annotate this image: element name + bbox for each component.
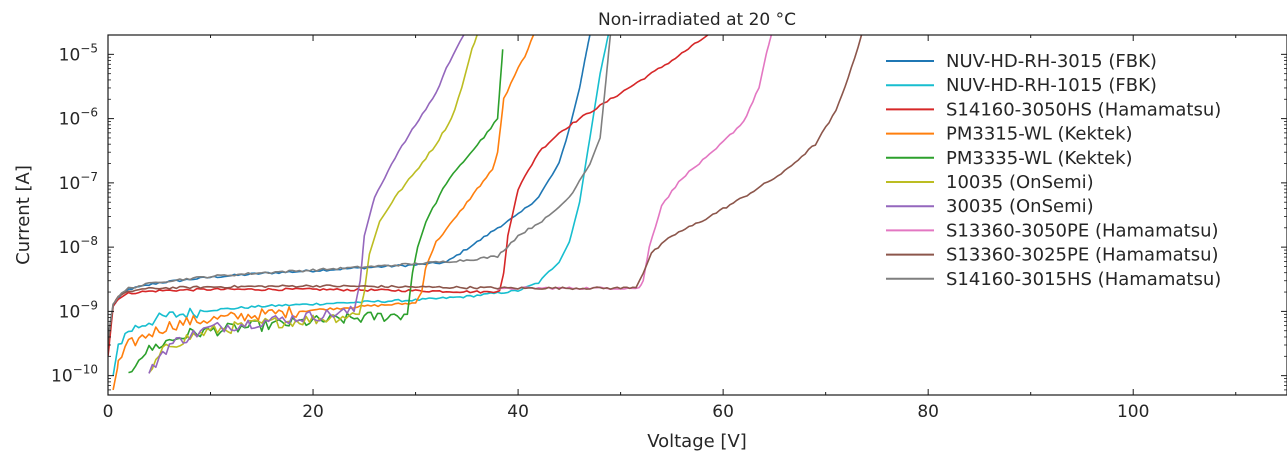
x-tick-label: 80 (917, 402, 939, 422)
y-tick-label: 10−5 (59, 41, 98, 65)
series-layer (108, 35, 863, 391)
legend-label: NUV-HD-RH-1015 (FBK) (946, 75, 1157, 96)
y-tick-label: 10−8 (59, 234, 98, 258)
series-line-6 (148, 35, 465, 374)
y-tick-label: 10−10 (51, 363, 98, 387)
series-line-4 (128, 49, 504, 374)
series-line-8 (108, 35, 863, 346)
plot-frame (107, 34, 1287, 396)
y-axis: 10−10 10−9 10−8 10−7 10−6 10−5 (51, 41, 1287, 391)
legend-label: 10035 (OnSemi) (946, 172, 1094, 193)
series-line-9 (108, 35, 612, 338)
x-tick-label: 0 (103, 402, 114, 422)
legend: NUV-HD-RH-3015 (FBK) NUV-HD-RH-1015 (FBK)… (886, 51, 1221, 290)
legend-label: S13360-3050PE (Hamamatsu) (946, 220, 1219, 241)
y-axis-label: Current [A] (13, 165, 34, 265)
legend-label: S14160-3050HS (Hamamatsu) (946, 99, 1221, 120)
legend-label: S14160-3015HS (Hamamatsu) (946, 269, 1221, 290)
y-tick-label: 10−7 (59, 170, 98, 194)
x-tick-label: 100 (1117, 402, 1149, 422)
legend-label: 30035 (OnSemi) (946, 196, 1094, 217)
series-line-1 (112, 35, 610, 376)
x-axis-label: Voltage [V] (647, 431, 747, 452)
y-tick-label: 10−9 (59, 298, 98, 322)
x-tick-label: 60 (712, 402, 734, 422)
x-tick-label: 40 (507, 402, 529, 422)
legend-label: S13360-3025PE (Hamamatsu) (946, 245, 1219, 266)
legend-label: PM3315-WL (Kektek) (946, 124, 1133, 145)
series-line-3 (112, 35, 535, 391)
x-axis: 0 20 40 60 80 100 (103, 35, 1237, 422)
y-tick-label: 10−6 (59, 106, 98, 130)
series-line-5 (148, 35, 478, 374)
legend-label: PM3335-WL (Kektek) (946, 148, 1133, 169)
legend-label: NUV-HD-RH-3015 (FBK) (946, 51, 1157, 72)
chart-title: Non-irradiated at 20 °C (598, 10, 796, 30)
x-tick-label: 20 (302, 402, 324, 422)
